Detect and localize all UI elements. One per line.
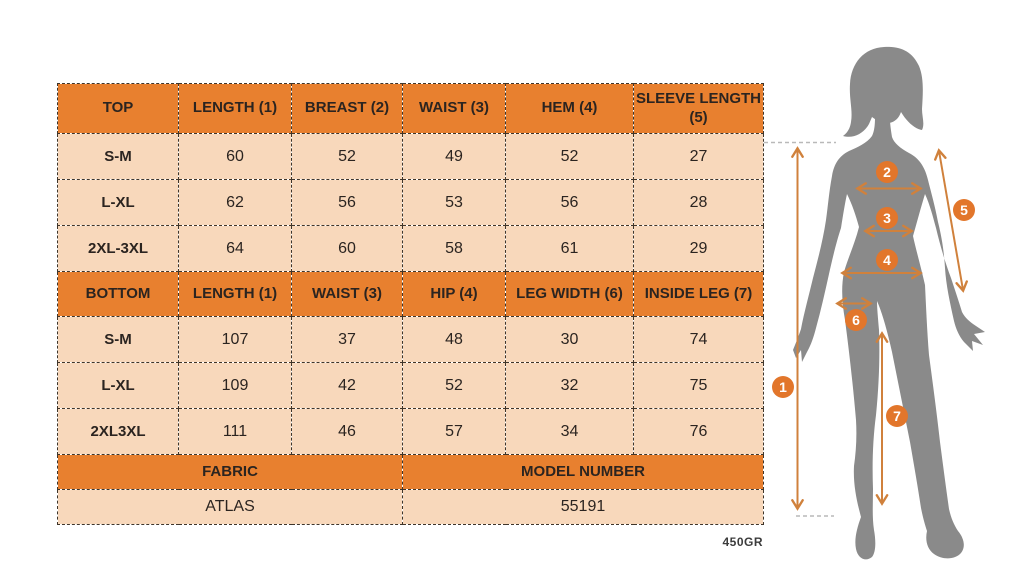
table-row: 2XL3XL 111 46 57 34 76 [57, 408, 764, 455]
header-cell-hem: HEM (4) [505, 83, 634, 134]
size-value: 48 [402, 316, 506, 363]
size-value: 46 [291, 408, 403, 455]
size-value: 61 [505, 225, 634, 272]
size-chart-table: TOP LENGTH (1) BREAST (2) WAIST (3) HEM … [57, 83, 764, 525]
measurement-arrows [791, 146, 968, 511]
size-value: 52 [505, 133, 634, 180]
svg-text:5: 5 [960, 202, 968, 218]
size-value: 60 [291, 225, 403, 272]
marker-1: 1 [772, 376, 794, 398]
size-value: 57 [402, 408, 506, 455]
header-cell-leg-width: LEG WIDTH (6) [505, 271, 634, 317]
fabric-value: ATLAS [57, 489, 403, 525]
svg-text:2: 2 [883, 164, 891, 180]
header-cell-hip: HIP (4) [402, 271, 506, 317]
size-value: 74 [633, 316, 764, 363]
fabric-label: FABRIC [57, 454, 403, 490]
header-cell-waist: WAIST (3) [291, 271, 403, 317]
marker-2: 2 [876, 161, 898, 183]
header-cell-inside-leg: INSIDE LEG (7) [633, 271, 764, 317]
marker-5: 5 [953, 199, 975, 221]
size-label: L-XL [57, 362, 179, 409]
table-row: S-M 60 52 49 52 27 [57, 133, 764, 180]
size-chart: TOP LENGTH (1) BREAST (2) WAIST (3) HEM … [57, 83, 764, 525]
size-label: S-M [57, 133, 179, 180]
size-value: 52 [402, 362, 506, 409]
top-header-row: TOP LENGTH (1) BREAST (2) WAIST (3) HEM … [57, 83, 764, 134]
size-value: 75 [633, 362, 764, 409]
size-value: 107 [178, 316, 292, 363]
size-value: 53 [402, 179, 506, 226]
model-number-label: MODEL NUMBER [402, 454, 764, 490]
size-label: 2XL-3XL [57, 225, 179, 272]
size-value: 76 [633, 408, 764, 455]
size-label: L-XL [57, 179, 179, 226]
woman-silhouette-icon [793, 46, 985, 560]
size-value: 37 [291, 316, 403, 363]
header-cell-top: TOP [57, 83, 179, 134]
svg-text:1: 1 [779, 379, 787, 395]
table-row: L-XL 62 56 53 56 28 [57, 179, 764, 226]
svg-text:7: 7 [893, 408, 901, 424]
table-row: 2XL-3XL 64 60 58 61 29 [57, 225, 764, 272]
header-cell-waist: WAIST (3) [402, 83, 506, 134]
header-cell-sleeve-length: SLEEVE LENGTH (5) [633, 83, 764, 134]
measurement-markers: 1 2 3 4 5 6 7 [772, 161, 975, 427]
bottom-header-row: BOTTOM LENGTH (1) WAIST (3) HIP (4) LEG … [57, 271, 764, 317]
size-value: 28 [633, 179, 764, 226]
marker-6: 6 [845, 309, 867, 331]
marker-3: 3 [876, 207, 898, 229]
size-value: 111 [178, 408, 292, 455]
size-value: 34 [505, 408, 634, 455]
size-label: S-M [57, 316, 179, 363]
svg-text:3: 3 [883, 210, 891, 226]
marker-7: 7 [886, 405, 908, 427]
size-value: 58 [402, 225, 506, 272]
model-number-value: 55191 [402, 489, 764, 525]
size-value: 56 [505, 179, 634, 226]
size-value: 60 [178, 133, 292, 180]
size-value: 29 [633, 225, 764, 272]
table-row: S-M 107 37 48 30 74 [57, 316, 764, 363]
marker-4: 4 [876, 249, 898, 271]
header-cell-bottom: BOTTOM [57, 271, 179, 317]
size-value: 64 [178, 225, 292, 272]
fabric-value-row: ATLAS 55191 [57, 489, 764, 525]
weight-footnote: 450GR [722, 535, 763, 549]
svg-text:6: 6 [852, 312, 860, 328]
size-value: 52 [291, 133, 403, 180]
size-value: 42 [291, 362, 403, 409]
size-value: 109 [178, 362, 292, 409]
arrow-sleeve-length [934, 148, 968, 293]
svg-text:4: 4 [883, 252, 891, 268]
header-cell-length: LENGTH (1) [178, 271, 292, 317]
fabric-header-row: FABRIC MODEL NUMBER [57, 454, 764, 490]
size-value: 49 [402, 133, 506, 180]
